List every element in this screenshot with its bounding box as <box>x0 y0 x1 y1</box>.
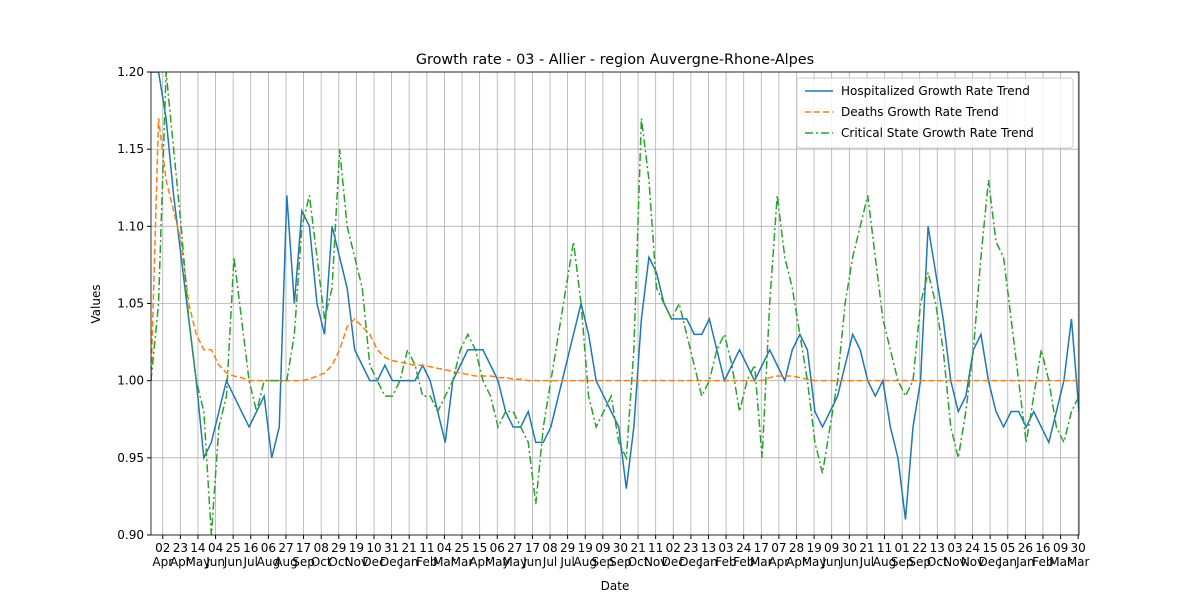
x-tick-label: 25 Jun <box>223 541 243 569</box>
x-tick-label: 09 Mar <box>1049 541 1072 569</box>
x-tick-label: 22 Sep <box>908 541 932 569</box>
x-tick-label: 19 Nov <box>344 541 369 569</box>
x-tick-label: 02 Dec <box>661 541 685 569</box>
x-tick-label: 27 Aug <box>274 541 298 569</box>
x-tick-label: 17 Mar <box>749 541 773 569</box>
x-tick-label: 23 Dec <box>679 541 703 569</box>
x-tick-label: 17 Jun <box>523 541 542 569</box>
y-tick-label: 1.00 <box>117 374 144 388</box>
x-tick-label: 24 Nov <box>960 541 985 569</box>
x-tick-label: 11 Nov <box>643 541 668 569</box>
x-tick-label: 03 Nov <box>943 541 967 569</box>
x-tick-label: 08 Jul <box>542 541 558 569</box>
x-tick-label: 26 Jan <box>1016 541 1035 569</box>
x-tick-label: 24 Feb <box>733 541 755 569</box>
x-tick-label: 27 May <box>502 541 528 569</box>
x-tick-label: 30 Mar <box>1066 541 1090 569</box>
x-axis-label: Date <box>601 579 630 593</box>
x-tick-label: 04 Jun <box>206 541 225 569</box>
x-tick-label: 13 Jan <box>699 541 718 569</box>
x-tick-label: 23 Apr <box>169 541 191 569</box>
y-tick-label: 0.95 <box>117 451 144 465</box>
x-tick-label: 01 Sep <box>890 541 914 569</box>
legend-box <box>796 77 1074 149</box>
x-tick-label: 10 Dec <box>362 541 386 569</box>
x-tick-label: 31 Dec <box>379 541 404 569</box>
x-tick-label: 08 Oct <box>310 541 332 569</box>
x-tick-label: 17 Sep <box>292 541 315 569</box>
x-tick-label: 29 Oct <box>328 541 350 569</box>
x-tick-label: 09 Jun <box>822 541 842 569</box>
x-tick-label: 30 Sep <box>609 541 632 569</box>
x-tick-label: 16 Jul <box>243 541 259 569</box>
plot-frame <box>150 71 1080 536</box>
y-axis-label: Values <box>89 284 103 323</box>
x-tick-label: 19 Aug <box>573 541 597 569</box>
x-tick-label: 25 Mar <box>450 541 474 569</box>
x-tick-label: 21 Oct <box>627 541 649 569</box>
series-line <box>151 72 1079 520</box>
x-tick-label: 15 Apr <box>469 541 491 569</box>
x-tick-label: 14 May <box>185 541 211 569</box>
x-tick-label: 13 Oct <box>926 541 948 569</box>
x-tick-label: 30 Jun <box>839 541 859 569</box>
x-tick-label: 06 May <box>484 541 510 569</box>
x-tick-label: 02 Apr <box>152 541 174 569</box>
x-tick-label: 15 Dec <box>978 541 1002 569</box>
x-tick-label: 21 Jul <box>859 541 875 569</box>
x-tick-label: 21 Jan <box>399 541 419 569</box>
x-tick-label: 03 Feb <box>715 541 737 569</box>
x-tick-label: 07 Apr <box>768 541 790 569</box>
series-line <box>151 72 1079 535</box>
legend-label: Hospitalized Growth Rate Trend <box>841 84 1030 98</box>
legend-label: Critical State Growth Rate Trend <box>841 126 1034 140</box>
y-tick-label: 1.05 <box>117 297 144 311</box>
legend-label: Deaths Growth Rate Trend <box>841 105 999 119</box>
x-tick-label: 06 Aug <box>256 541 281 569</box>
x-tick-label: 04 Mar <box>433 541 456 569</box>
y-tick-label: 1.15 <box>117 142 144 156</box>
x-tick-label: 16 Feb <box>1032 541 1054 569</box>
x-tick-label: 09 Sep <box>591 541 615 569</box>
x-tick-label: 19 May <box>801 541 827 569</box>
y-tick-label: 1.10 <box>117 219 144 233</box>
x-tick-label: 29 Jul <box>559 541 576 569</box>
x-tick-label: 05 Jan <box>998 541 1018 569</box>
x-tick-label: 28 Apr <box>786 541 807 569</box>
x-tick-label: 11 Aug <box>872 541 897 569</box>
chart-title: Growth rate - 03 - Allier - region Auver… <box>416 52 814 68</box>
y-tick-label: 0.90 <box>117 528 144 542</box>
x-tick-label: 11 Feb <box>416 541 438 569</box>
series-line <box>151 118 1079 382</box>
y-tick-label: 1.20 <box>117 65 144 79</box>
